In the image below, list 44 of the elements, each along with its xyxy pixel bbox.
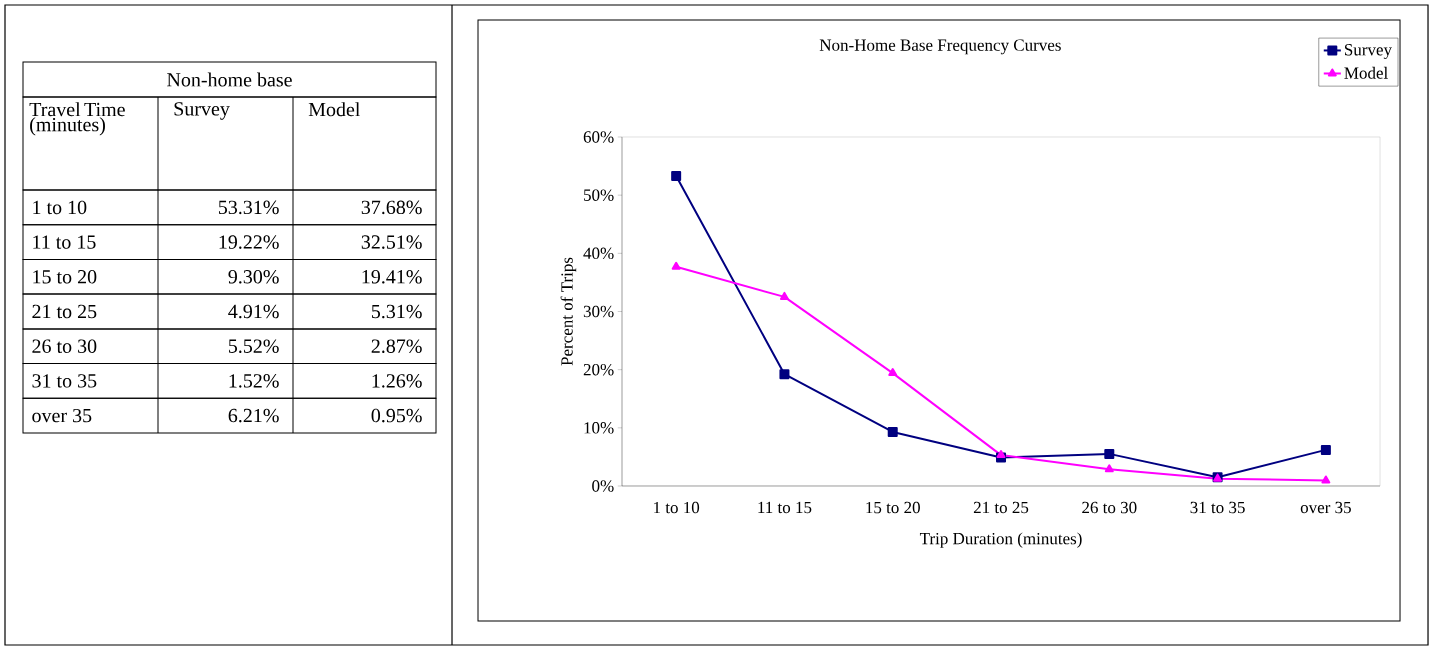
text: 26 to 30 bbox=[32, 339, 97, 353]
y-tick-label: 0% bbox=[592, 480, 614, 492]
x-tick-label: 21 to 25 bbox=[973, 501, 1029, 514]
text: 32.51% bbox=[361, 235, 422, 249]
x-tick-label: 11 to 15 bbox=[758, 501, 812, 514]
text: 4.91% bbox=[228, 304, 279, 319]
y-axis-title: Percent of Trips bbox=[560, 257, 577, 366]
text: 37.68% bbox=[361, 200, 422, 215]
y-tick-label: 10% bbox=[584, 422, 614, 434]
legend-label: Survey bbox=[1344, 44, 1392, 60]
x-tick-label: 26 to 30 bbox=[1082, 501, 1137, 514]
text: over 35 bbox=[32, 408, 92, 423]
y-tick-label: 60% bbox=[583, 131, 614, 143]
text: 5.52% bbox=[228, 339, 279, 353]
text: 5.31% bbox=[371, 304, 422, 319]
text: 53.31% bbox=[218, 200, 279, 215]
text: Model bbox=[308, 102, 361, 117]
text: Survey bbox=[174, 102, 230, 120]
text: 19.22% bbox=[219, 235, 279, 249]
text: 11 to 15 bbox=[33, 235, 96, 249]
chart-title: Non-Home Base Frequency Curves bbox=[819, 39, 1061, 55]
x-tick-label: 31 to 35 bbox=[1190, 501, 1245, 514]
text: 2.87% bbox=[371, 339, 422, 353]
text: 1.52% bbox=[229, 374, 279, 388]
y-tick-label: 40% bbox=[583, 247, 614, 260]
text: 21 to 25 bbox=[32, 304, 97, 319]
y-tick-label: 20% bbox=[583, 363, 614, 376]
text: Travel Time (minutes) bbox=[29, 102, 125, 136]
text: 6.21% bbox=[228, 408, 279, 423]
x-tick-label: 15 to 20 bbox=[866, 501, 920, 514]
text: 15 to 20 bbox=[33, 270, 97, 284]
x-tick-label: over 35 bbox=[1300, 501, 1351, 514]
text: 1 to 10 bbox=[33, 200, 87, 215]
text: 31 to 35 bbox=[32, 374, 97, 388]
text: 9.30% bbox=[228, 270, 279, 284]
text: 19.41% bbox=[362, 270, 422, 284]
text: Non-home base bbox=[167, 72, 292, 87]
x-tick-label: 1 to 10 bbox=[654, 501, 700, 514]
x-axis-title: Trip Duration (minutes) bbox=[919, 532, 1082, 548]
legend-label: Model bbox=[1344, 66, 1388, 79]
y-tick-label: 30% bbox=[583, 305, 614, 318]
text: 1.26% bbox=[372, 374, 422, 388]
text: 0.95% bbox=[371, 408, 422, 423]
y-tick-label: 50% bbox=[584, 189, 614, 201]
